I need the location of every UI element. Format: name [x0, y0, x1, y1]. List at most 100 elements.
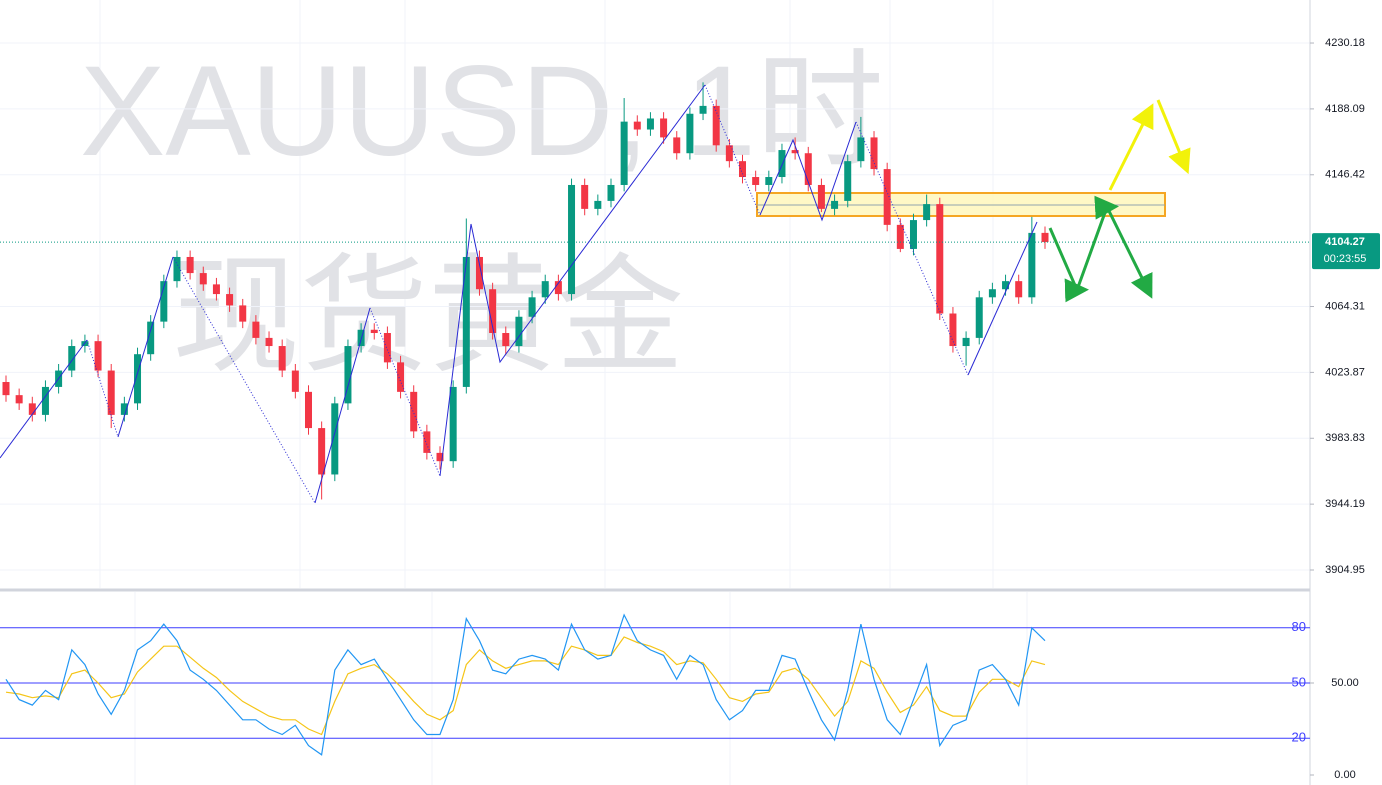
- oscillator-line: [5, 613, 1046, 756]
- level-label: 50: [1292, 674, 1306, 689]
- level-label: 80: [1292, 619, 1306, 634]
- candle-body: [2, 382, 10, 396]
- candle-body: [370, 329, 378, 334]
- grid: [0, 42, 1310, 571]
- green-forecast-arrow: [1048, 195, 1153, 303]
- candle-body: [581, 184, 589, 209]
- y-tick-label: 4146.42: [1325, 169, 1365, 181]
- y-tick-label: 4064.31: [1325, 300, 1365, 312]
- y-tick-label: 4188.09: [1325, 103, 1365, 115]
- candle-body: [804, 153, 812, 185]
- candle-body: [291, 370, 299, 392]
- candle-body: [949, 313, 957, 347]
- candle-body: [94, 341, 102, 371]
- yellow-arrow-up: [1108, 103, 1154, 191]
- oscillator-line: [5, 636, 1046, 736]
- candle-body: [896, 224, 904, 249]
- oscillator-pane: 80 50 20 50.00 0.00: [0, 613, 1359, 781]
- y-tick-label: 3944.19: [1325, 498, 1365, 510]
- y-tick-label: 3904.95: [1325, 564, 1365, 576]
- candle-body: [712, 105, 720, 146]
- candle-body: [541, 281, 549, 298]
- price-axis: 4230.18 4188.09 4146.42 4064.31 4023.87 3983.…: [1310, 37, 1380, 576]
- vertical-grid: [99, 0, 1028, 785]
- candle-body: [383, 333, 391, 363]
- candle-body: [28, 403, 36, 415]
- y-tick-label: 4023.87: [1325, 366, 1365, 378]
- candle-body: [120, 403, 128, 415]
- candle-body: [278, 346, 286, 371]
- watermark-name: 现货黄金: [172, 245, 684, 388]
- last-price-label: 4104.27: [1325, 236, 1365, 248]
- candle-body: [147, 321, 155, 355]
- candle-body: [607, 184, 615, 201]
- candle-body: [410, 391, 418, 432]
- candle-body: [660, 118, 668, 138]
- zigzag: [0, 84, 1038, 504]
- candle-body: [909, 220, 917, 249]
- candle-body: [883, 169, 891, 225]
- candle-body: [739, 161, 747, 178]
- candle-body: [226, 294, 234, 306]
- candle-body: [699, 105, 707, 114]
- countdown-label: 00:23:55: [1324, 253, 1367, 265]
- y-tick-label: 0.00: [1334, 769, 1355, 781]
- candle-body: [646, 118, 654, 130]
- candle-body: [449, 386, 457, 462]
- candle-body: [160, 281, 168, 322]
- candle-body: [1002, 281, 1010, 290]
- candle-body: [817, 184, 825, 209]
- candle-body: [936, 204, 944, 314]
- last-price-box: [1312, 233, 1380, 270]
- candle-body: [778, 150, 786, 178]
- candle-body: [988, 289, 996, 298]
- level-label: 20: [1292, 730, 1306, 745]
- candle-body: [186, 256, 194, 274]
- y-tick-label: 50.00: [1331, 677, 1359, 689]
- yellow-arrow-down: [1156, 99, 1191, 175]
- candle-body: [134, 354, 142, 404]
- y-tick-label: 3983.83: [1325, 432, 1365, 444]
- watermark-symbol: XAUUSD, 1时: [80, 40, 884, 183]
- candle-body: [673, 137, 681, 154]
- candle-body: [462, 256, 470, 387]
- candle-body: [344, 346, 352, 404]
- candle-body: [1015, 281, 1023, 298]
- candle-body: [791, 150, 799, 154]
- candle-body: [489, 289, 497, 334]
- candle-body: [568, 184, 576, 295]
- candle-body: [844, 161, 852, 201]
- y-tick-label: 4230.18: [1325, 37, 1365, 49]
- candle-body: [252, 321, 260, 338]
- candle-body: [318, 428, 326, 475]
- candle-body: [528, 297, 536, 317]
- candle-body: [870, 137, 878, 170]
- candle-body: [725, 145, 733, 162]
- candle-body: [594, 200, 602, 209]
- candle-body: [962, 337, 970, 347]
- candle-body: [831, 200, 839, 209]
- candle-body: [515, 316, 523, 347]
- candle-body: [199, 273, 207, 285]
- candle-body: [265, 337, 273, 347]
- candle-body: [857, 137, 865, 162]
- candle-body: [304, 391, 312, 429]
- candle-body: [975, 297, 983, 338]
- candle-body: [686, 113, 694, 154]
- candle-body: [633, 121, 641, 130]
- candle-body: [620, 121, 628, 185]
- candle-body: [107, 370, 115, 415]
- candle-body: [1028, 232, 1036, 298]
- candle-body: [423, 431, 431, 453]
- candle-body: [68, 346, 76, 371]
- candle-body: [15, 395, 23, 404]
- candle-body: [554, 281, 562, 295]
- candle-body: [923, 204, 931, 221]
- candle-body: [765, 177, 773, 185]
- candle-body: [239, 305, 247, 322]
- candle-body: [436, 452, 444, 462]
- candle-body: [752, 177, 760, 185]
- candle-body: [331, 403, 339, 475]
